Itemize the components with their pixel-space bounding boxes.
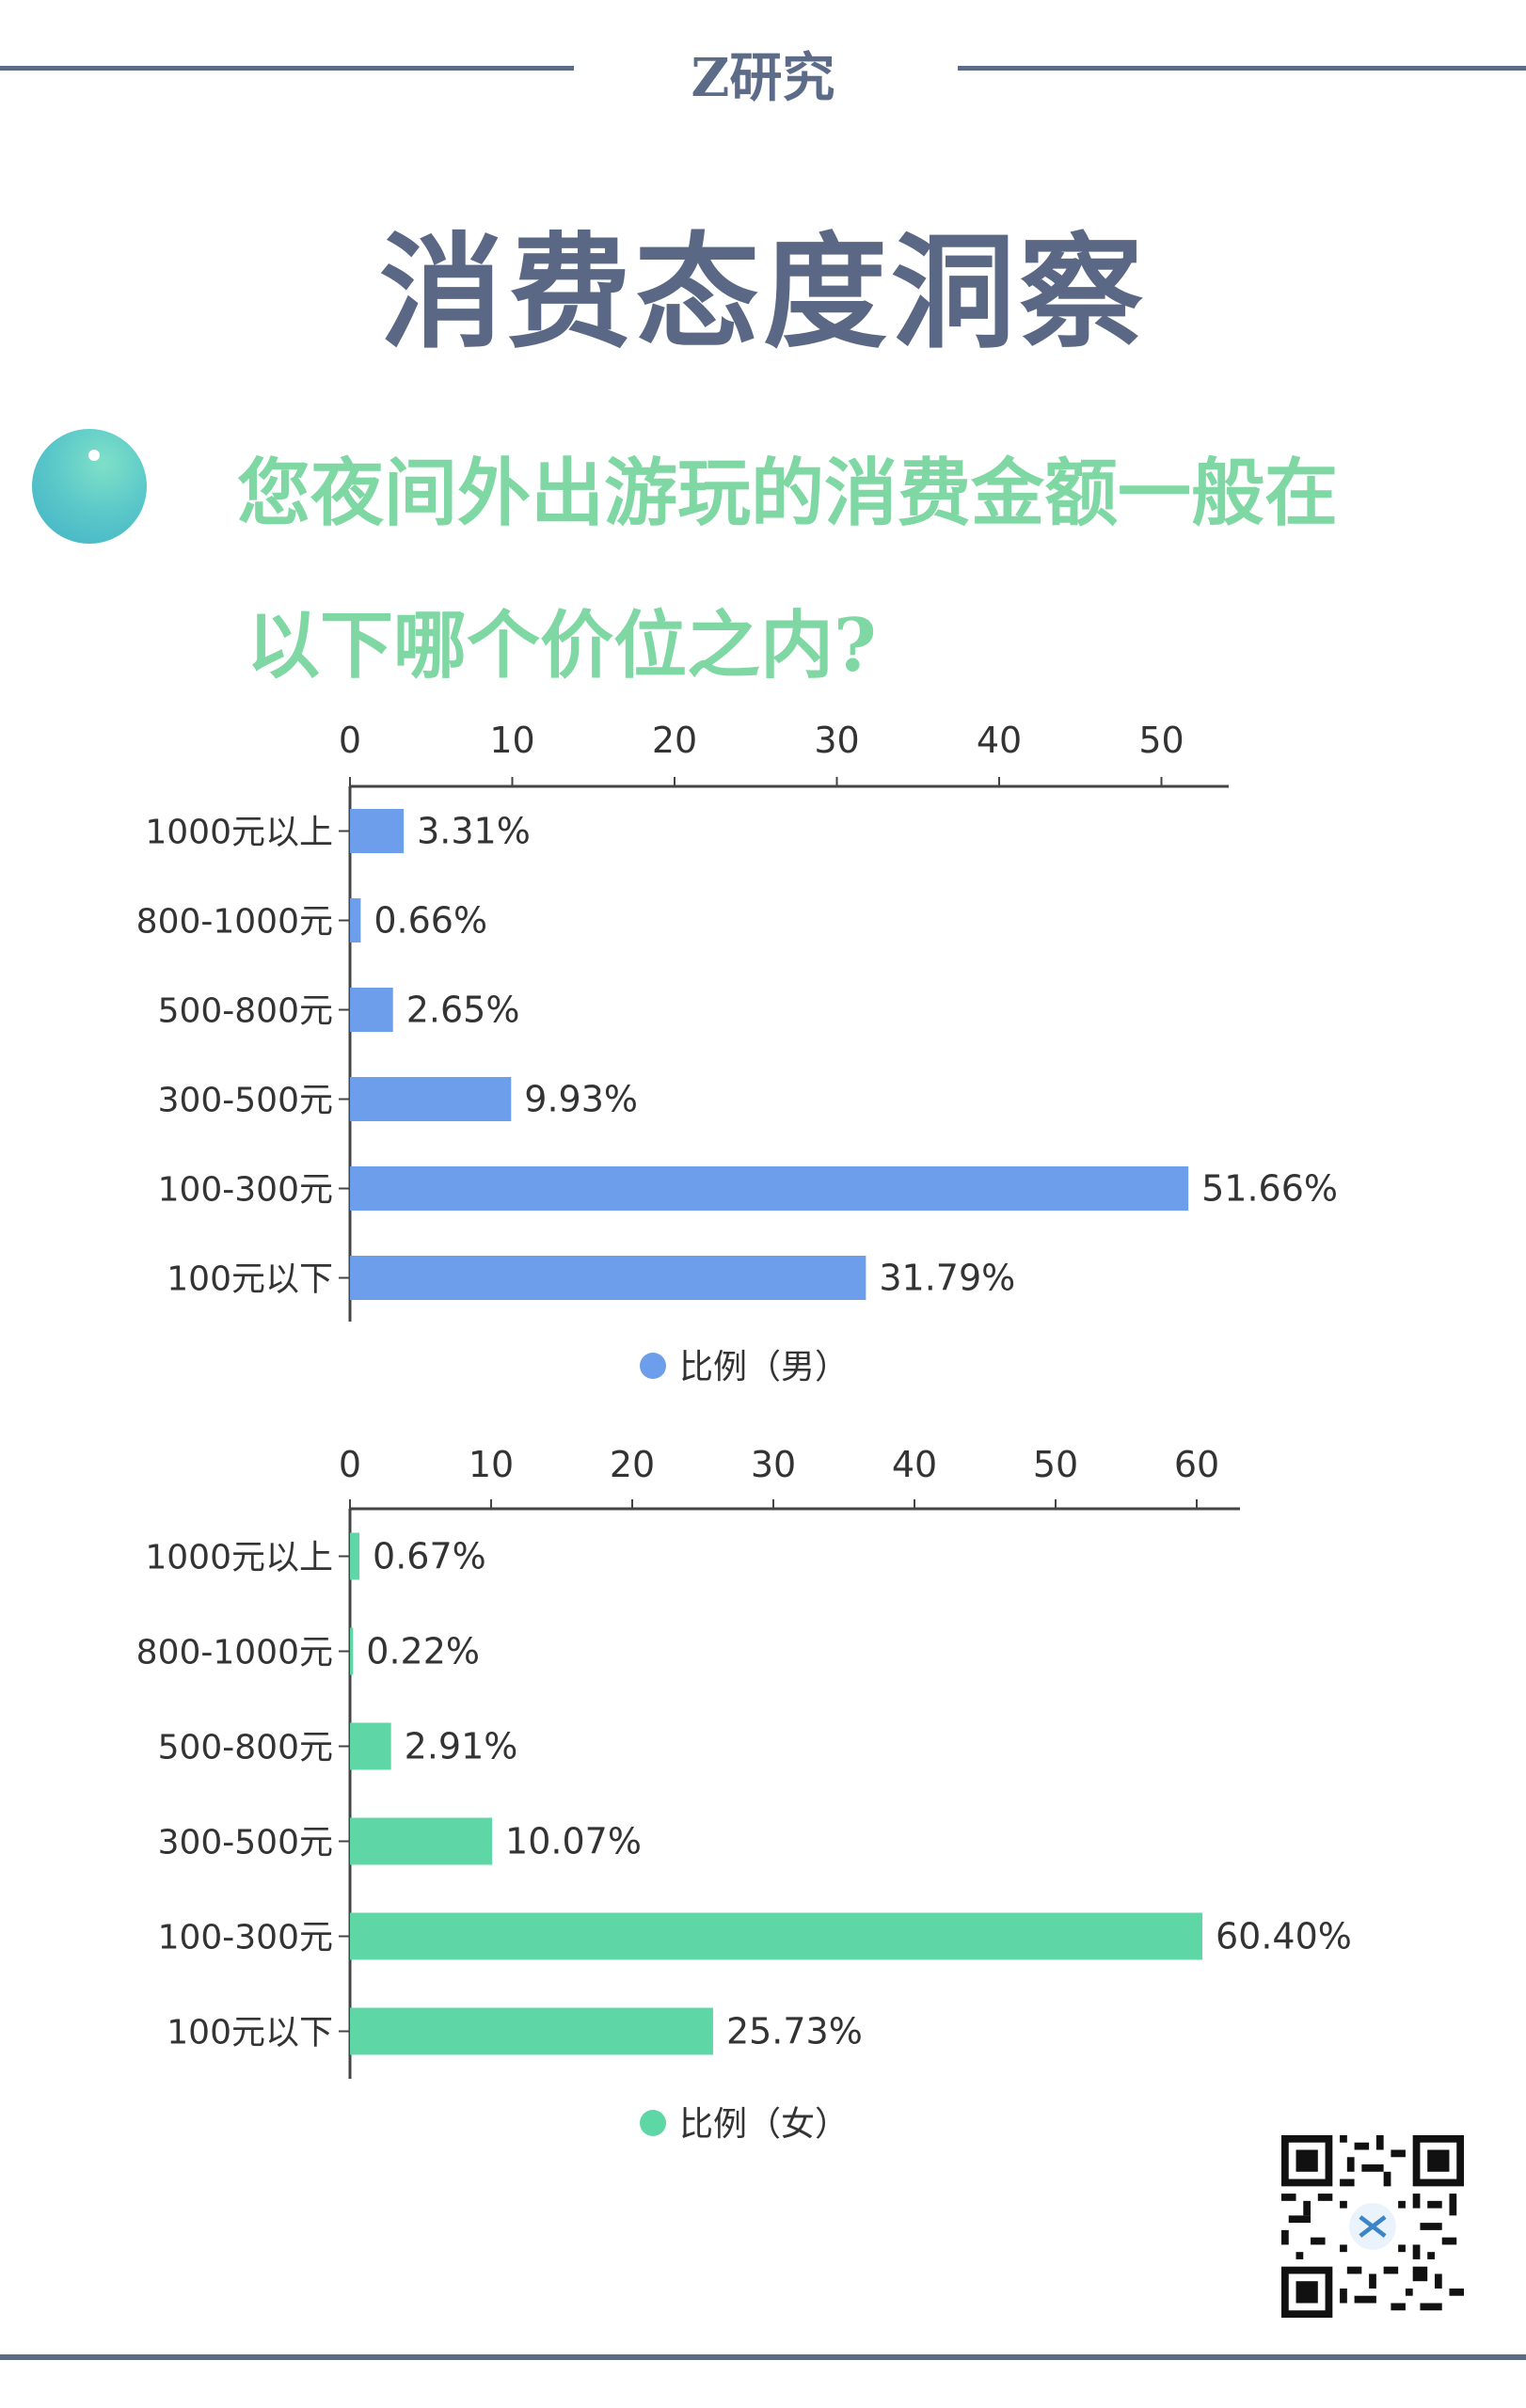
bubble-highlight — [88, 450, 100, 461]
chart-1-data-label: 31.79% — [879, 1258, 1015, 1299]
chart-1-bar — [350, 988, 393, 1032]
chart-2-x-tick-label: 10 — [469, 1444, 514, 1485]
chart-1-data-label: 51.66% — [1201, 1168, 1338, 1210]
chart-1-x-tick-label: 0 — [339, 720, 361, 761]
chart-2-data-label: 0.22% — [366, 1631, 480, 1672]
chart-1-category-label: 300-500元 — [158, 1082, 333, 1120]
chart-1-x-tick-label: 10 — [489, 720, 534, 761]
chart-2-x-tick-label: 30 — [751, 1444, 796, 1485]
chart-1-data-label: 9.93% — [524, 1079, 638, 1120]
question-line-1: 您夜间外出游玩的消费金额一般在 — [237, 451, 1339, 536]
chart-2-bar — [350, 1532, 360, 1580]
chart-2-data-label: 2.91% — [405, 1726, 518, 1767]
chart-1-bar — [350, 898, 361, 943]
qr-code-icon — [1281, 2135, 1464, 2318]
chart-1-data-label: 0.66% — [374, 900, 487, 942]
chart-2-bar — [350, 1912, 1202, 1960]
chart-1-category-label: 100-300元 — [158, 1171, 333, 1210]
chart-2-legend-label: 比例（女） — [679, 2105, 849, 2144]
gradient-circle-icon — [32, 429, 147, 544]
header-line-right — [958, 66, 1526, 71]
chart-2-legend-marker — [640, 2110, 666, 2136]
chart-1-legend-label: 比例（男） — [679, 1348, 849, 1386]
chart-1-x-tick-label: 20 — [652, 720, 697, 761]
chart-2-x-tick-label: 50 — [1033, 1444, 1078, 1485]
chart-1-x-tick-label: 40 — [977, 720, 1022, 761]
chart-2-bar — [350, 1627, 354, 1675]
chart-1-category-label: 500-800元 — [158, 992, 333, 1031]
chart-2-category-label: 100元以下 — [167, 2014, 333, 2052]
chart-1-data-label: 3.31% — [417, 811, 531, 852]
chart-1-legend-marker — [640, 1353, 666, 1379]
chart-2-x-tick-label: 0 — [339, 1444, 361, 1485]
chart-1-category-label: 100元以下 — [167, 1260, 333, 1299]
chart-1-x-tick-label: 50 — [1138, 720, 1184, 761]
chart-2-category-label: 800-1000元 — [136, 1634, 333, 1672]
chart-2-data-label: 60.40% — [1216, 1916, 1352, 1957]
chart-2-bar — [350, 1817, 493, 1865]
brand-title: Z研究 — [691, 47, 835, 109]
chart-1-bar — [350, 1077, 512, 1121]
page-title: 消费态度洞察 — [379, 220, 1147, 366]
chart-2-category-label: 1000元以上 — [145, 1539, 333, 1577]
chart-2-category-label: 300-500元 — [158, 1824, 333, 1862]
chart-2-x-tick-label: 40 — [892, 1444, 937, 1485]
chart-2-data-label: 10.07% — [505, 1821, 642, 1862]
chart-1-category-label: 800-1000元 — [136, 903, 333, 942]
chart-1-x-tick-label: 30 — [814, 720, 859, 761]
footer-line — [0, 2354, 1526, 2360]
chart-2-bar — [350, 1722, 391, 1770]
chart-2-bar — [350, 2007, 713, 2055]
chart-1-bar — [350, 1166, 1189, 1211]
chart-2-data-label: 25.73% — [726, 2011, 863, 2052]
chart-2-category-label: 500-800元 — [158, 1729, 333, 1767]
chart-2-x-tick-label: 60 — [1174, 1444, 1219, 1485]
chart-1-data-label: 2.65% — [406, 990, 520, 1031]
chart-1-bar — [350, 809, 405, 853]
question-line-2: 以下哪个价位之内? — [246, 603, 877, 689]
header-line-left — [0, 66, 574, 71]
chart-1-bar — [350, 1256, 866, 1300]
chart-2-x-tick-label: 20 — [610, 1444, 655, 1485]
chart-2-data-label: 0.67% — [373, 1536, 486, 1577]
chart-2-category-label: 100-300元 — [158, 1919, 333, 1957]
chart-1-category-label: 1000元以上 — [145, 814, 333, 852]
